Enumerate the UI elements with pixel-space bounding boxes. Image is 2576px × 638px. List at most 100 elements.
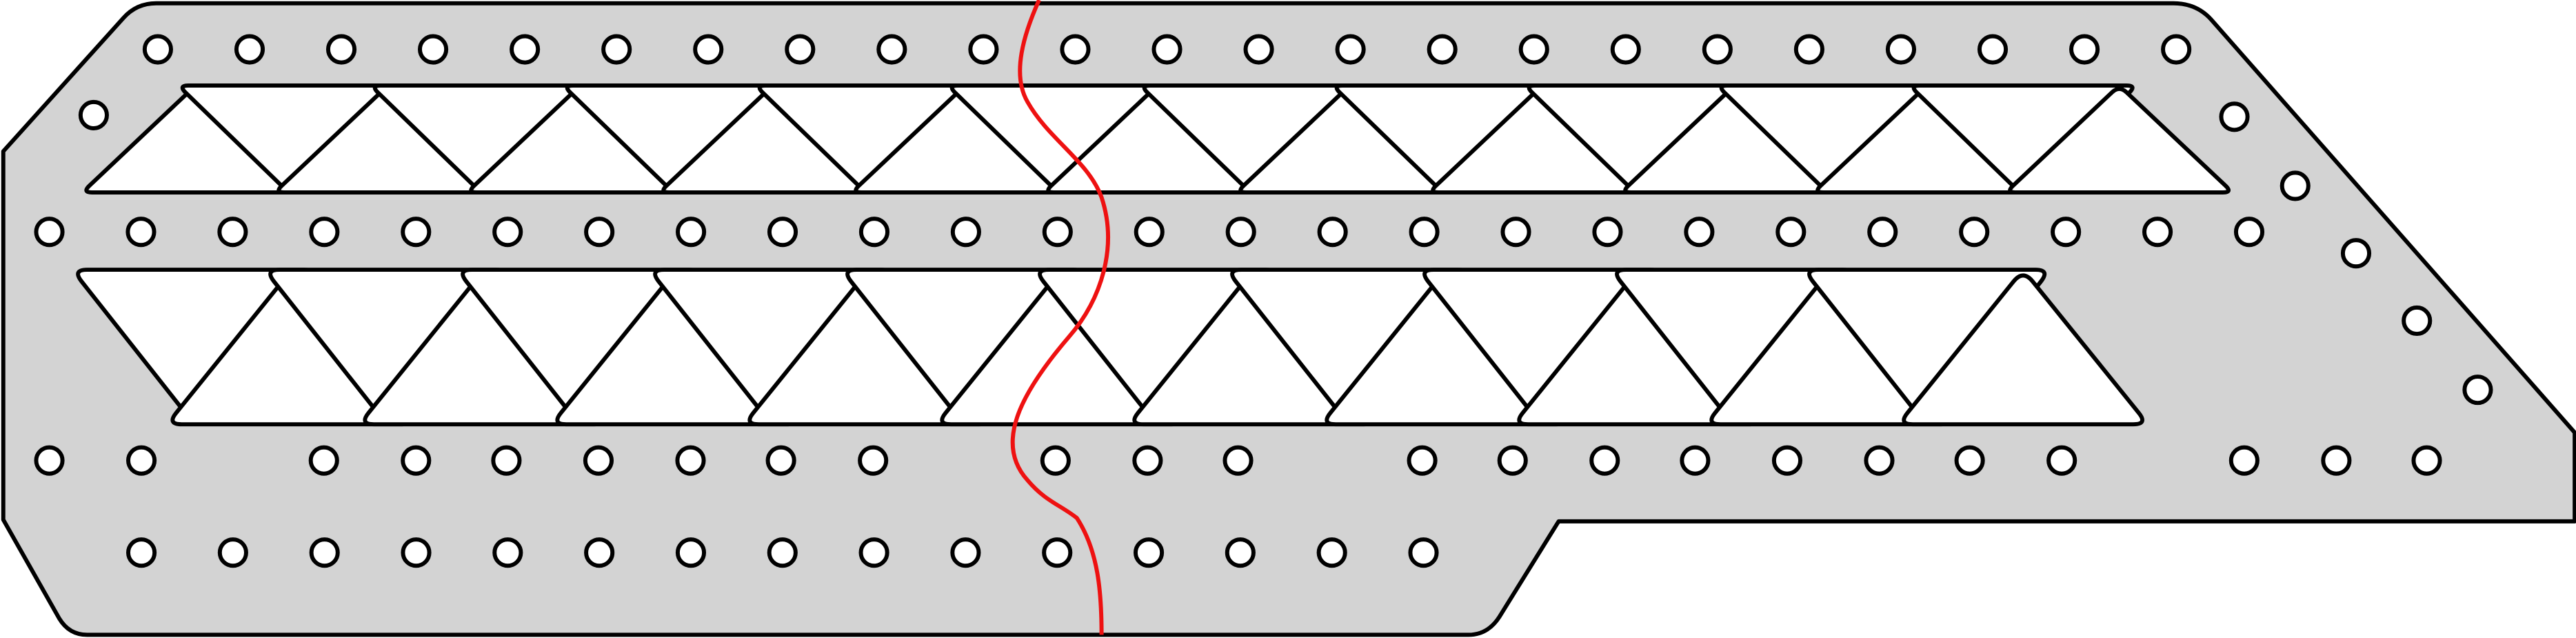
bolt-hole-lower bbox=[1680, 445, 1711, 476]
bolt-hole-middle bbox=[401, 217, 432, 248]
bolt-hole-lower bbox=[1040, 445, 1071, 476]
bolt-hole-middle bbox=[584, 217, 615, 248]
bolt-hole-lower bbox=[765, 445, 796, 476]
bolt-hole-top bbox=[1977, 34, 2009, 65]
bolt-hole-top bbox=[1335, 34, 1366, 65]
bolt-hole-lower bbox=[126, 445, 157, 476]
bolt-hole-lower bbox=[583, 445, 614, 476]
bolt-hole-bottom bbox=[217, 537, 248, 568]
bolt-hole-middle bbox=[1867, 217, 1898, 248]
bolt-hole-edge bbox=[78, 99, 109, 130]
bolt-hole-middle bbox=[1225, 217, 1256, 248]
bolt-hole-top bbox=[1427, 34, 1458, 65]
upper-cutout-row bbox=[84, 83, 2231, 195]
bolt-hole-middle bbox=[1409, 217, 1440, 248]
bolt-hole-bottom bbox=[584, 537, 615, 568]
bolt-hole-middle bbox=[1592, 217, 1623, 248]
bolt-hole-lower bbox=[2046, 445, 2077, 476]
bolt-hole-top bbox=[1702, 34, 1733, 65]
cut-line bbox=[1010, 0, 1110, 635]
bolt-hole-lower bbox=[1497, 445, 1528, 476]
bolt-hole-middle bbox=[676, 217, 707, 248]
bolt-hole-top bbox=[2069, 34, 2100, 65]
bolt-hole-bottom bbox=[1042, 537, 1073, 568]
bolt-hole-bottom bbox=[950, 537, 981, 568]
cutout-up-triangle bbox=[1902, 273, 2144, 427]
bolt-hole-middle bbox=[1500, 217, 1531, 248]
bolt-hole-middle bbox=[125, 217, 157, 248]
bolt-hole-lower bbox=[1589, 445, 1620, 476]
bolt-hole-middle bbox=[858, 217, 890, 248]
bolt-hole-lower bbox=[1132, 445, 1163, 476]
cutout-up-triangle bbox=[2008, 86, 2231, 195]
bolt-hole-middle bbox=[2233, 217, 2265, 248]
bolt-hole-diagonal bbox=[2340, 238, 2372, 269]
bolt-hole-top bbox=[142, 34, 173, 65]
bolt-hole-middle bbox=[767, 217, 798, 248]
bolt-hole-lower bbox=[308, 445, 339, 476]
bolt-hole-diagonal bbox=[2219, 101, 2250, 132]
bolt-hole-middle bbox=[1775, 217, 1807, 248]
bolt-hole-lower bbox=[34, 445, 65, 476]
bolt-hole-lower bbox=[1864, 445, 1895, 476]
bolt-hole-top bbox=[1610, 34, 1641, 65]
bolt-hole-lower bbox=[401, 445, 432, 476]
bolt-hole-bottom bbox=[1225, 537, 1256, 568]
bolt-hole-middle bbox=[1317, 217, 1348, 248]
bolt-hole-top bbox=[2161, 34, 2192, 65]
bolt-hole-bottom bbox=[675, 537, 707, 568]
bolt-hole-group bbox=[34, 34, 2493, 568]
bolt-hole-middle bbox=[34, 217, 65, 248]
bolt-hole-top bbox=[1885, 34, 1917, 65]
bolt-hole-bottom bbox=[1133, 537, 1165, 568]
bolt-hole-top bbox=[1060, 34, 1091, 65]
bolt-hole-top bbox=[785, 34, 816, 65]
bolt-hole-lower bbox=[1407, 445, 1438, 476]
bolt-hole-top bbox=[1151, 34, 1183, 65]
bolt-hole-middle bbox=[1134, 217, 1165, 248]
bolt-hole-lower bbox=[1771, 445, 1803, 476]
bolt-hole-lower bbox=[491, 445, 522, 476]
bolt-hole-bottom bbox=[492, 537, 523, 568]
bolt-hole-middle bbox=[309, 217, 340, 248]
bolt-hole-lower bbox=[2411, 445, 2442, 476]
bolt-hole-lower bbox=[1222, 445, 1254, 476]
bolt-hole-middle bbox=[1959, 217, 1990, 248]
bolt-hole-lower bbox=[2321, 445, 2352, 476]
bolt-hole-diagonal bbox=[2462, 375, 2493, 406]
bolt-hole-top bbox=[968, 34, 999, 65]
bolt-hole-bottom bbox=[1408, 537, 1439, 568]
bolt-hole-lower bbox=[858, 445, 889, 476]
bolt-hole-bottom bbox=[309, 537, 340, 568]
bolt-hole-lower bbox=[1954, 445, 1985, 476]
bolt-hole-bottom bbox=[767, 537, 798, 568]
bolt-hole-top bbox=[418, 34, 449, 65]
bolt-hole-middle bbox=[1042, 217, 1073, 248]
bolt-hole-middle bbox=[950, 217, 981, 248]
bolt-hole-top bbox=[693, 34, 724, 65]
bolt-hole-top bbox=[1518, 34, 1549, 65]
bolt-hole-middle bbox=[2051, 217, 2082, 248]
bolt-hole-middle bbox=[492, 217, 523, 248]
bolt-hole-top bbox=[234, 34, 265, 65]
bolt-hole-top bbox=[1793, 34, 1824, 65]
bolt-hole-top bbox=[601, 34, 632, 65]
bolt-hole-top bbox=[510, 34, 541, 65]
bolt-hole-lower bbox=[2228, 445, 2260, 476]
bolt-hole-bottom bbox=[1316, 537, 1347, 568]
bolt-hole-bottom bbox=[858, 537, 889, 568]
bolt-hole-top bbox=[876, 34, 907, 65]
bolt-hole-diagonal bbox=[2280, 170, 2311, 201]
bolt-hole-bottom bbox=[401, 537, 432, 568]
bolt-hole-lower bbox=[675, 445, 706, 476]
bolt-hole-top bbox=[1243, 34, 1274, 65]
bolt-hole-middle bbox=[1684, 217, 1715, 248]
bolt-hole-middle bbox=[217, 217, 248, 248]
bolt-hole-bottom bbox=[126, 537, 157, 568]
bolt-hole-diagonal bbox=[2402, 305, 2433, 337]
lower-cutout-row bbox=[76, 268, 2144, 427]
bolt-hole-middle bbox=[2142, 217, 2173, 248]
bolt-hole-top bbox=[325, 34, 357, 65]
